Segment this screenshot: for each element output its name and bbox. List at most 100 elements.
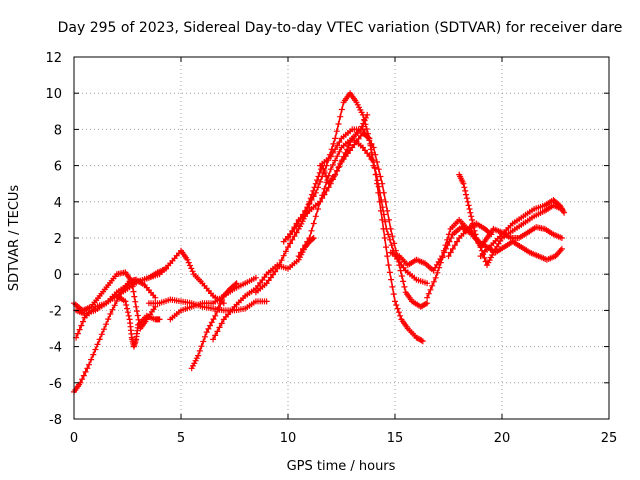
chart-title: Day 295 of 2023, Sidereal Day-to-day VTE… <box>58 20 623 36</box>
data-point-marker <box>386 269 393 276</box>
data-point-marker <box>448 235 455 241</box>
data-point-marker <box>252 274 259 281</box>
data-point-marker <box>481 254 488 261</box>
data-point-marker <box>336 148 343 155</box>
data-point-marker <box>387 225 394 232</box>
data-point-marker <box>323 162 330 169</box>
data-point-marker <box>321 185 328 192</box>
data-point-marker <box>200 338 207 345</box>
data-point-marker <box>364 133 371 140</box>
data-point-marker <box>88 356 95 363</box>
data-point-marker <box>436 264 443 271</box>
data-point-marker <box>210 336 217 343</box>
data-point-marker <box>103 321 110 328</box>
data-point-marker <box>287 231 294 238</box>
data-point-marker <box>203 329 210 336</box>
data-point-marker <box>306 200 313 207</box>
data-point-marker <box>79 376 86 383</box>
data-point-marker <box>214 308 220 315</box>
data-point-marker <box>133 308 140 315</box>
y-tick-label: 8 <box>54 123 62 138</box>
data-point-marker <box>370 144 377 151</box>
data-point-marker <box>212 312 219 319</box>
data-point-marker <box>312 180 319 187</box>
data-point-marker <box>195 352 202 359</box>
data-point-marker <box>134 312 141 319</box>
data-point-marker <box>385 262 392 269</box>
data-point-marker <box>432 274 439 281</box>
y-axis-title: SDTVAR / TECUs <box>7 185 22 292</box>
data-point-marker <box>156 316 163 323</box>
data-point-marker <box>463 191 469 198</box>
data-point-marker <box>125 312 132 319</box>
data-point-marker <box>401 283 408 290</box>
data-point-marker <box>282 248 289 255</box>
data-point-marker <box>315 206 321 212</box>
data-point-marker <box>212 332 219 339</box>
data-point-marker <box>304 204 311 211</box>
y-tick-label: 6 <box>54 160 62 175</box>
data-point-marker <box>465 202 472 209</box>
data-point-marker <box>329 161 336 168</box>
data-point-marker <box>386 236 393 243</box>
data-point-marker <box>327 180 334 187</box>
data-point-marker <box>454 238 461 245</box>
data-point-marker <box>371 165 378 172</box>
data-series <box>280 90 377 245</box>
data-point-marker <box>424 280 431 287</box>
data-point-marker <box>306 235 313 241</box>
data-point-marker <box>334 142 341 149</box>
data-point-marker <box>300 245 306 252</box>
data-point-marker <box>334 167 341 174</box>
data-point-marker <box>359 126 366 133</box>
data-point-marker <box>330 140 337 147</box>
data-point-marker <box>111 302 118 309</box>
data-point-marker <box>439 254 446 261</box>
data-point-marker <box>391 240 398 247</box>
data-point-marker <box>366 137 373 144</box>
data-point-marker <box>196 347 203 354</box>
data-point-marker <box>332 172 339 178</box>
data-point-marker <box>319 192 326 199</box>
y-tick-label: -4 <box>49 341 62 356</box>
data-point-marker <box>133 303 140 310</box>
data-point-marker <box>291 224 298 231</box>
data-point-marker <box>372 151 379 158</box>
data-point-marker <box>362 130 368 136</box>
data-point-marker <box>214 328 221 335</box>
data-point-marker <box>384 207 391 214</box>
series-line <box>116 249 225 304</box>
y-tick-label: -2 <box>49 304 62 319</box>
data-point-marker <box>469 228 475 235</box>
data-point-marker <box>124 309 131 316</box>
data-point-marker <box>329 149 336 156</box>
data-point-marker <box>441 249 448 256</box>
data-point-marker <box>475 240 482 247</box>
data-series <box>445 202 565 269</box>
y-tick-label: -8 <box>49 413 62 428</box>
data-point-marker <box>208 319 215 326</box>
data-point-marker <box>466 224 473 231</box>
data-series <box>113 247 227 307</box>
data-point-marker <box>368 140 375 147</box>
data-point-marker <box>397 267 404 274</box>
data-point-marker <box>388 276 395 283</box>
data-point-marker <box>561 209 568 216</box>
data-point-marker <box>96 336 103 343</box>
data-point-marker <box>379 180 386 187</box>
data-point-marker <box>427 286 434 293</box>
data-point-marker <box>392 298 398 305</box>
data-point-marker <box>390 291 397 298</box>
data-point-marker <box>189 268 196 275</box>
y-tick-label: 2 <box>54 232 62 247</box>
data-point-marker <box>325 172 332 179</box>
data-point-marker <box>471 232 478 239</box>
data-point-marker <box>101 326 107 333</box>
y-axis-ticks: -8 -6 -4 -2 0 2 4 6 8 10 12 <box>45 51 609 428</box>
data-point-marker <box>210 316 217 323</box>
data-point-marker <box>424 300 431 307</box>
data-point-marker <box>396 262 403 269</box>
data-point-marker <box>216 324 223 331</box>
data-point-marker <box>302 242 309 249</box>
